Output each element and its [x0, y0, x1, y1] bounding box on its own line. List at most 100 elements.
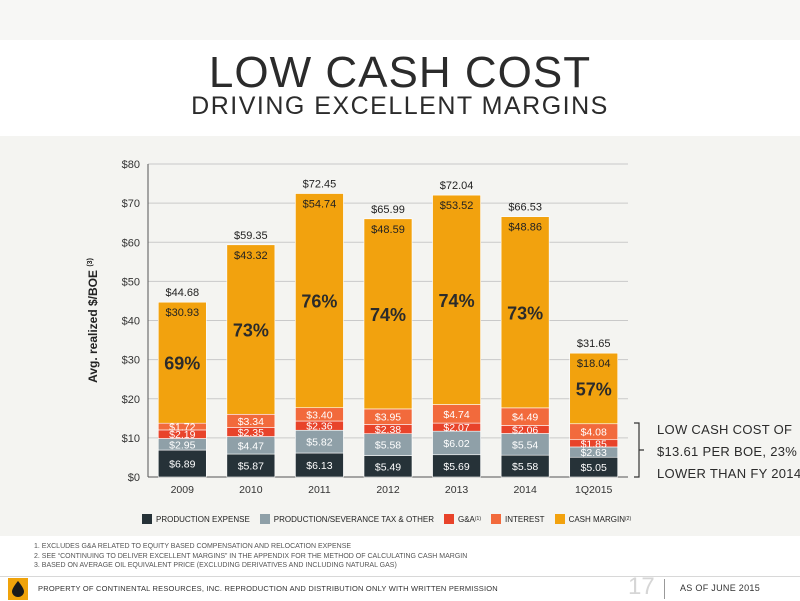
- page-number: 17: [628, 573, 655, 600]
- bar-segment: [226, 244, 276, 415]
- data-label: $48.86: [508, 222, 542, 234]
- x-tick-label: 2012: [376, 484, 400, 496]
- chart-legend: PRODUCTION EXPENSE PRODUCTION/SEVERANCE T…: [142, 512, 641, 526]
- margin-percent-label: 69%: [164, 354, 200, 374]
- margin-percent-label: 57%: [576, 379, 612, 399]
- y-axis-label: Avg. realized $/BOE (3): [86, 258, 100, 383]
- legend-label: PRODUCTION EXPENSE: [156, 514, 250, 524]
- footer: PROPERTY OF CONTINENTAL RESOURCES, INC. …: [0, 573, 800, 601]
- page-title: LOW CASH COST: [208, 48, 592, 97]
- footnote-1: 1. EXCLUDES G&A RELATED TO EQUITY BASED …: [34, 543, 352, 550]
- header-band: [0, 0, 800, 40]
- data-label: $5.69: [443, 461, 469, 473]
- footer-copyright: PROPERTY OF CONTINENTAL RESOURCES, INC. …: [38, 584, 498, 593]
- data-label: $3.40: [306, 409, 332, 421]
- data-label: $4.08: [581, 427, 607, 439]
- annotation-bracket: [634, 422, 644, 478]
- data-label: $2.19: [169, 429, 195, 441]
- footer-divider: [664, 579, 665, 599]
- data-label: $53.52: [440, 200, 474, 212]
- legend-item: G&A (1): [443, 514, 481, 524]
- legend-swatch: [259, 514, 270, 524]
- data-label: $5.58: [375, 440, 401, 452]
- data-label: $2.07: [443, 422, 469, 434]
- data-label: $6.02: [443, 438, 469, 450]
- data-label: $5.87: [238, 461, 264, 473]
- data-label: $43.32: [234, 250, 268, 262]
- legend-superscript: (2): [625, 516, 632, 522]
- y-tick-label: $50: [122, 276, 140, 288]
- y-tick-label: $80: [122, 159, 140, 171]
- y-tick-label: $0: [128, 472, 140, 484]
- bar-segment: [157, 449, 207, 478]
- data-label: $3.34: [238, 416, 264, 428]
- data-label: $30.93: [165, 307, 199, 319]
- stacked-bar-chart: $0 $10 $20 $30 $40 $50 $60 $70 $80 Avg. realized …: [86, 159, 800, 496]
- legend-label: CASH MARGIN: [568, 514, 626, 524]
- bar-segment: [569, 352, 619, 425]
- annotation-text: $13.61 PER BOE, 23%: [657, 444, 797, 459]
- legend-label: INTEREST: [505, 514, 545, 524]
- data-label: $5.58: [512, 461, 538, 473]
- legend-swatch: [554, 514, 565, 524]
- data-label: $48.59: [371, 224, 405, 236]
- data-label: $4.49: [512, 412, 538, 424]
- y-axis-label-superscript: (3): [87, 258, 94, 267]
- margin-percent-label: 76%: [301, 292, 337, 312]
- y-tick-label: $10: [122, 433, 140, 445]
- footnote-2: 2. SEE “CONTINUING TO DELIVER EXCELLENT …: [34, 552, 468, 560]
- bar-segment: [157, 301, 207, 424]
- bar-segment: [295, 193, 344, 409]
- data-label: $1.72: [169, 422, 195, 434]
- data-label: $6.89: [169, 459, 195, 471]
- total-label: $44.68: [165, 287, 199, 299]
- y-tick-label: $60: [122, 237, 140, 249]
- x-tick-label: 2009: [171, 484, 195, 496]
- legend-swatch: [491, 514, 501, 524]
- y-tick-label: $20: [122, 394, 140, 406]
- margin-percent-label: 73%: [507, 303, 543, 323]
- data-label: $4.74: [443, 409, 469, 421]
- legend-superscript: (1): [474, 516, 481, 522]
- data-label: $3.95: [375, 412, 401, 424]
- total-label: $65.99: [371, 204, 405, 216]
- data-label: $5.05: [581, 462, 607, 474]
- annotation-text: LOWER THAN FY 2014: [657, 466, 800, 481]
- data-label: $2.95: [169, 439, 195, 451]
- legend-item: PRODUCTION/SEVERANCE TAX & OTHER: [259, 514, 434, 524]
- margin-percent-label: 74%: [370, 305, 406, 325]
- data-label: $2.06: [512, 424, 538, 436]
- bar-segment: [500, 216, 550, 409]
- total-label: $66.53: [508, 202, 542, 214]
- data-label: $5.49: [375, 461, 401, 473]
- legend-item: CASH MARGIN (2): [554, 514, 632, 524]
- data-label: $4.47: [238, 440, 264, 452]
- bar-segment: [432, 194, 481, 405]
- data-label: $6.13: [306, 460, 332, 472]
- page-subtitle: DRIVING EXCELLENT MARGINS: [191, 92, 609, 120]
- legend-item: PRODUCTION EXPENSE: [142, 514, 250, 524]
- legend-swatch: [142, 514, 152, 524]
- data-label: $2.36: [306, 421, 332, 433]
- legend-swatch: [443, 514, 454, 524]
- oil-drop-icon: [8, 578, 28, 600]
- data-label: $2.38: [375, 424, 401, 436]
- legend-item: INTEREST: [491, 514, 545, 524]
- y-tick-label: $70: [122, 198, 140, 210]
- y-axis-label-text: Avg. realized $/BOE: [86, 267, 100, 383]
- data-label: $54.74: [303, 199, 337, 211]
- data-label: $1.85: [581, 438, 607, 450]
- legend-label: G&A: [457, 514, 475, 524]
- y-tick-label: $30: [122, 355, 140, 367]
- footnotes: 1. EXCLUDES G&A RELATED TO EQUITY BASED …: [34, 542, 467, 571]
- x-tick-label: 2010: [239, 484, 263, 496]
- x-tick-label: 1Q2015: [575, 484, 613, 496]
- data-label: $5.82: [306, 437, 332, 449]
- data-label: $2.63: [581, 447, 607, 459]
- annotation-text: LOW CASH COST OF: [657, 422, 792, 437]
- margin-percent-label: 73%: [233, 321, 269, 341]
- total-label: $72.04: [440, 180, 474, 192]
- data-label: $2.35: [238, 427, 264, 439]
- data-label: $5.54: [512, 439, 538, 451]
- legend-label: PRODUCTION/SEVERANCE TAX & OTHER: [273, 514, 434, 524]
